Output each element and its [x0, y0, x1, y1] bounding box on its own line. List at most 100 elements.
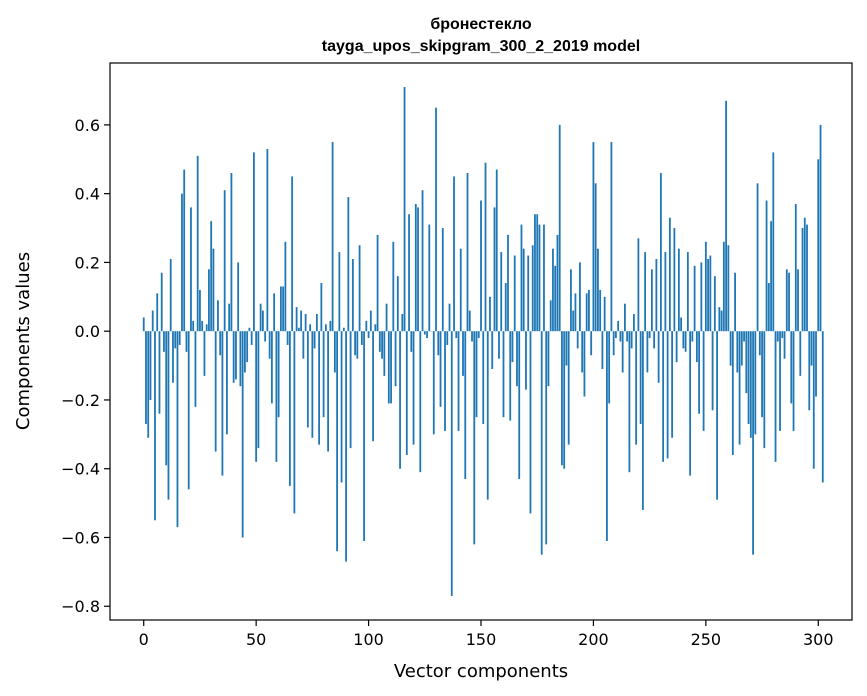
bar-266	[740, 331, 743, 366]
bar-170	[525, 331, 527, 390]
chart-title-line1: бронестекло	[430, 16, 532, 33]
bar-173	[531, 245, 534, 332]
bar-150	[480, 200, 482, 332]
bar-94	[354, 331, 356, 356]
bar-5	[154, 331, 156, 521]
bar-235	[671, 331, 674, 438]
bar-17	[181, 193, 183, 332]
bar-127	[428, 224, 431, 332]
bar-136	[448, 303, 451, 332]
bar-234	[668, 217, 671, 332]
bar-157	[495, 169, 498, 332]
bar-0	[142, 317, 145, 332]
bar-261	[729, 331, 732, 366]
x-tick-label-1: 50	[246, 630, 266, 649]
bar-210	[615, 331, 617, 339]
bar-169	[522, 248, 525, 332]
bar-21	[190, 207, 192, 332]
bar-31	[212, 248, 215, 332]
bar-129	[432, 331, 435, 435]
bar-142	[462, 331, 464, 376]
bar-72	[304, 313, 307, 332]
bar-143	[464, 331, 467, 480]
bar-144	[466, 173, 469, 332]
x-tick-label-5: 250	[691, 630, 722, 649]
bar-187	[563, 331, 566, 469]
bar-108	[385, 303, 388, 332]
bar-40	[232, 331, 235, 383]
bar-112	[394, 331, 397, 387]
bar-270	[749, 331, 752, 438]
bar-302	[821, 331, 824, 483]
plot-frame	[109, 62, 853, 621]
bar-289	[792, 331, 795, 431]
bar-247	[698, 331, 700, 414]
bar-298	[812, 331, 815, 469]
bar-87	[338, 252, 341, 332]
bar-53	[262, 310, 264, 332]
bar-83	[329, 320, 332, 332]
bar-156	[493, 207, 496, 332]
bar-183	[554, 265, 557, 332]
bar-101	[369, 310, 372, 332]
bar-296	[808, 331, 811, 411]
bar-254	[713, 276, 716, 332]
bar-58	[273, 293, 276, 332]
bar-239	[680, 317, 683, 332]
bar-253	[711, 331, 714, 411]
bar-237	[675, 331, 678, 363]
bar-194	[579, 262, 581, 332]
bar-301	[819, 124, 822, 332]
bar-207	[608, 331, 611, 404]
bar-113	[396, 276, 399, 332]
bar-22	[192, 320, 195, 332]
bar-71	[302, 331, 305, 359]
bar-104	[376, 234, 379, 332]
bar-246	[695, 331, 698, 363]
bar-214	[624, 303, 626, 332]
bar-79	[320, 283, 323, 332]
bar-149	[477, 331, 480, 339]
bar-273	[756, 183, 759, 332]
bar-217	[630, 331, 633, 349]
bar-30	[210, 221, 213, 332]
x-tick-label-6: 300	[803, 630, 834, 649]
bar-192	[574, 293, 577, 332]
bar-54	[264, 331, 267, 342]
bar-139	[455, 331, 458, 339]
bar-69	[297, 327, 300, 332]
bar-97	[360, 331, 363, 345]
bar-19	[185, 331, 188, 352]
bar-84	[331, 142, 334, 332]
bar-178	[543, 224, 545, 332]
bar-297	[810, 331, 813, 366]
bar-252	[709, 255, 712, 332]
bar-99	[365, 320, 368, 332]
bar-288	[790, 331, 793, 404]
bar-76	[313, 331, 316, 349]
bar-126	[426, 331, 428, 339]
bar-171	[527, 255, 530, 332]
bar-290	[794, 203, 797, 332]
bar-216	[628, 331, 631, 473]
y-tick-label-0: −0.8	[61, 597, 100, 616]
bar-59	[275, 331, 278, 462]
bar-264	[736, 331, 739, 373]
bar-7	[158, 331, 161, 414]
bar-36	[223, 190, 226, 332]
bar-49	[253, 152, 255, 332]
bar-75	[311, 331, 314, 438]
bar-180	[547, 331, 550, 387]
bar-152	[484, 162, 487, 332]
bar-60	[277, 331, 280, 418]
bar-1	[145, 331, 147, 425]
bar-35	[221, 331, 224, 476]
bar-295	[806, 224, 808, 332]
bar-179	[545, 331, 548, 545]
bar-263	[734, 272, 736, 332]
bar-80	[322, 331, 325, 418]
bar-132	[439, 331, 442, 407]
bar-117	[405, 331, 408, 455]
y-tick-label-6: 0.4	[75, 185, 100, 204]
bar-100	[367, 331, 370, 339]
